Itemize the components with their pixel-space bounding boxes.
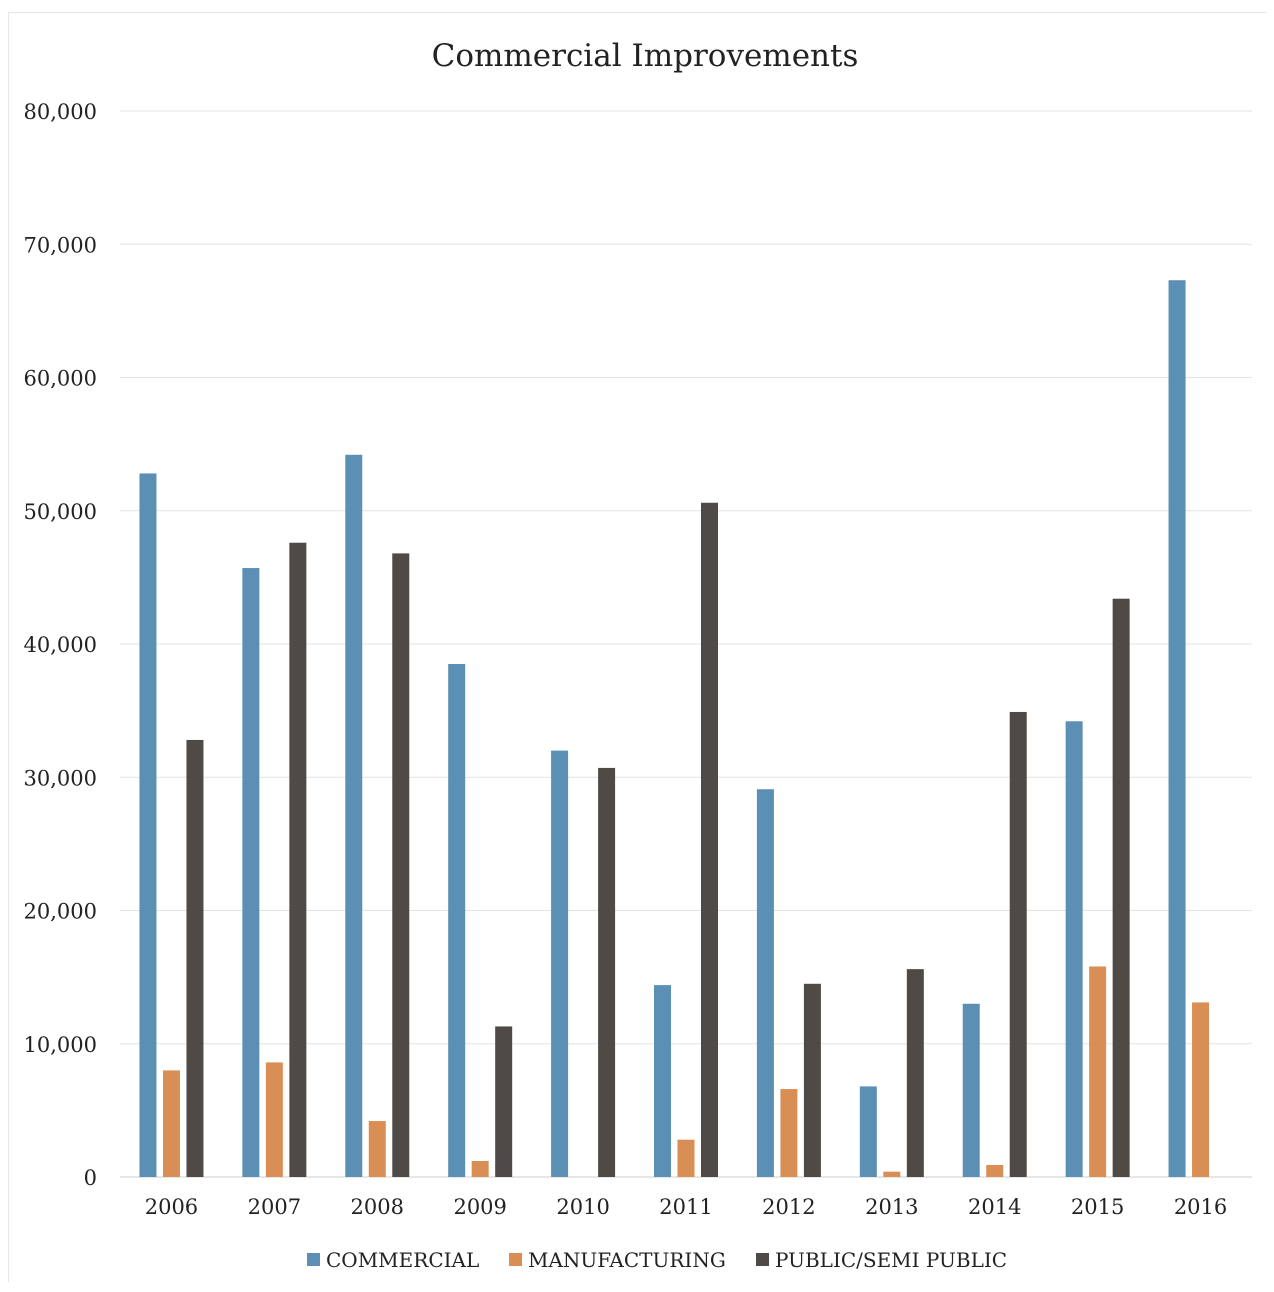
bar-commercial-2011: [654, 985, 671, 1177]
x-tick-label: 2015: [1071, 1195, 1124, 1219]
bar-manufacturing-2016: [1192, 1002, 1210, 1177]
bar-public-semi-public-2012: [803, 983, 821, 1177]
bar-public-semi-public-2013: [906, 969, 924, 1177]
legend-swatch-manufacturing: [509, 1253, 522, 1266]
x-tick-label: 2016: [1174, 1195, 1227, 1219]
y-tick-label: 60,000: [24, 367, 97, 391]
bar-manufacturing-2008: [368, 1121, 386, 1177]
bar-commercial-2014: [962, 1003, 980, 1177]
bar-manufacturing-2006: [162, 1070, 180, 1177]
bar-commercial-2015: [1065, 721, 1083, 1177]
bar-public-semi-public-2009: [495, 1026, 513, 1177]
bar-manufacturing-2015: [1089, 966, 1107, 1177]
x-tick-label: 2009: [453, 1195, 506, 1219]
legend-swatch-commercial: [307, 1253, 320, 1266]
bar-manufacturing-2012: [780, 1089, 798, 1177]
x-axis-tick-labels: 2006 2007 2008 2009 2010 2011 2012 2013 2014 2015…: [145, 1195, 1228, 1219]
chart-frame: [8, 12, 1266, 1282]
bar-manufacturing-2011: [677, 1139, 695, 1177]
y-tick-label: 80,000: [24, 100, 97, 124]
y-tick-label: 30,000: [24, 766, 97, 790]
bar-public-semi-public-2011: [701, 502, 718, 1177]
y-tick-label: 20,000: [24, 900, 97, 924]
y-tick-label: 50,000: [24, 500, 97, 524]
chart-title: Commercial Improvements: [432, 38, 859, 74]
bar-commercial-2012: [756, 789, 774, 1177]
bar-manufacturing-2009: [471, 1161, 489, 1177]
bar-manufacturing-2013: [883, 1171, 901, 1177]
legend-swatch-public-semi-public: [756, 1253, 769, 1266]
bar-commercial-2016: [1168, 280, 1186, 1177]
bar-manufacturing-2007: [265, 1062, 283, 1177]
legend-label: MANUFACTURING: [528, 1248, 726, 1272]
x-tick-label: 2006: [145, 1195, 198, 1219]
bar-commercial-2010: [551, 750, 569, 1177]
bar-public-semi-public-2015: [1112, 598, 1130, 1177]
bar-public-semi-public-2010: [598, 767, 616, 1177]
legend-label: COMMERCIAL: [326, 1248, 479, 1272]
legend-label: PUBLIC/SEMI PUBLIC: [775, 1248, 1007, 1272]
bar-manufacturing-2014: [986, 1165, 1004, 1177]
bar-commercial-2013: [859, 1086, 877, 1177]
bar-public-semi-public-2008: [392, 553, 410, 1177]
x-tick-label: 2010: [556, 1195, 609, 1219]
legend: COMMERCIAL MANUFACTURING PUBLIC/SEMI PUBLI…: [307, 1248, 1007, 1272]
x-tick-label: 2011: [659, 1195, 712, 1219]
bar-public-semi-public-2006: [186, 739, 204, 1177]
x-tick-label: 2007: [248, 1195, 301, 1219]
y-tick-label: 0: [84, 1166, 97, 1190]
bar-public-semi-public-2014: [1009, 711, 1027, 1177]
x-tick-label: 2012: [762, 1195, 815, 1219]
y-tick-label: 40,000: [24, 633, 97, 657]
y-axis-tick-labels: 0 10,000 20,000 30,000 40,000 50,000 60,000 70,…: [24, 100, 97, 1190]
bars: [139, 280, 1210, 1177]
x-tick-label: 2008: [351, 1195, 404, 1219]
y-tick-label: 10,000: [24, 1033, 97, 1057]
x-tick-label: 2014: [968, 1195, 1021, 1219]
bar-commercial-2009: [448, 663, 466, 1177]
bar-commercial-2008: [345, 454, 363, 1177]
y-tick-label: 70,000: [24, 233, 97, 257]
x-tick-label: 2013: [865, 1195, 918, 1219]
bar-commercial-2007: [242, 568, 260, 1177]
bar-commercial-2006: [139, 473, 157, 1177]
bar-public-semi-public-2007: [289, 542, 307, 1177]
